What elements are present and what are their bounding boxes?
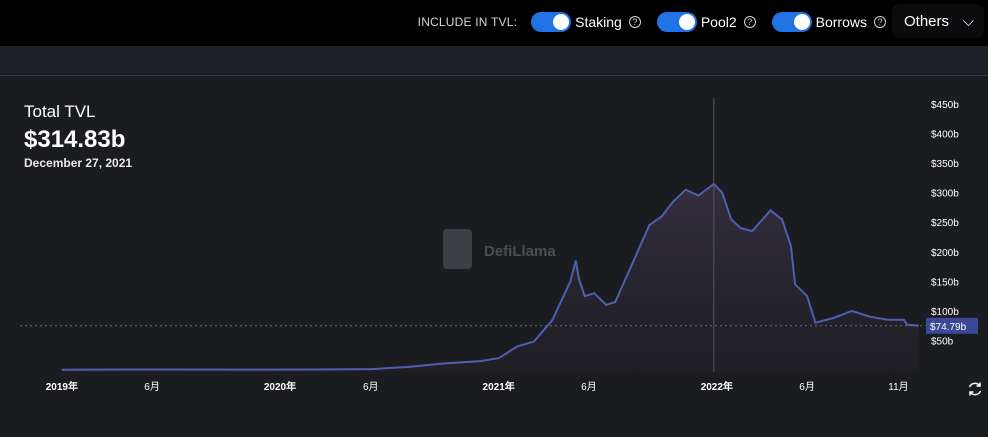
y-tick-label: $100b <box>931 307 959 318</box>
x-tick-label: 6月 <box>581 381 597 393</box>
staking-toggle-group: Staking ? <box>531 12 641 32</box>
y-tick-label: $350b <box>931 159 959 170</box>
x-tick-label: 2022年 <box>701 380 733 393</box>
borrows-label: Borrows <box>815 14 867 30</box>
toggle-knob <box>678 14 695 30</box>
tvl-line <box>61 182 919 371</box>
llama-logo-icon <box>443 229 472 269</box>
refresh-icon[interactable] <box>966 380 984 398</box>
x-tick-label: 6月 <box>363 381 379 393</box>
chart-title: Total TVL <box>24 102 96 121</box>
y-tick-label: $150b <box>931 277 959 288</box>
pool2-label: Pool2 <box>700 14 737 30</box>
pool2-toggle[interactable] <box>656 12 697 32</box>
top-toolbar <box>0 0 988 46</box>
x-tick-label: 2020年 <box>264 380 296 393</box>
y-tick-label: $400b <box>931 130 959 141</box>
y-tick-label: $200b <box>931 248 959 259</box>
x-tick-label: 2021年 <box>483 380 515 393</box>
toggle-knob <box>793 14 810 30</box>
watermark: DefiLlama <box>443 229 556 269</box>
toggle-knob <box>553 14 570 30</box>
badge-background <box>926 317 978 334</box>
pool2-help-icon[interactable]: ? <box>743 16 756 28</box>
staking-help-icon[interactable]: ? <box>628 16 641 28</box>
y-tick-label: $50b <box>931 336 954 347</box>
x-tick-label: 6月 <box>144 381 160 393</box>
pool2-toggle-group: Pool2 ? <box>656 12 756 32</box>
others-label: Others <box>904 12 950 30</box>
tvl-value: $314.83b <box>24 126 126 153</box>
x-tick-label: 11月 <box>888 381 908 393</box>
y-axis: $50b $100b $150b $200b $250b $300b $350b $400b $… <box>931 100 959 347</box>
x-axis: 2019年 6月 2020年 6月 2021年 6月 2022年 6月 11月 <box>46 380 909 393</box>
borrows-toggle-group: Borrows ? <box>771 12 886 32</box>
staking-label: Staking <box>575 14 622 30</box>
current-value-badge: $74.79b <box>926 317 978 334</box>
sub-toolbar <box>0 46 988 76</box>
staking-toggle[interactable] <box>531 12 572 32</box>
y-tick-label: $450b <box>931 100 959 111</box>
y-tick-label: $300b <box>931 189 959 200</box>
chart-panel <box>0 76 988 437</box>
watermark-text: DefiLlama <box>484 243 556 260</box>
tvl-chart[interactable]: DefiLlama $50b$100b$150b$200b$250b$300b$… <box>0 76 988 416</box>
include-in-tvl-controls: INCLUDE IN TVL: Staking ? Pool2 ? Borrow… <box>418 9 892 35</box>
y-tick-label: $250b <box>931 218 959 229</box>
chevron-down-icon: ⌵ <box>962 12 974 30</box>
include-in-tvl-label: INCLUDE IN TVL: <box>417 15 518 29</box>
x-tick-label: 2019年 <box>46 380 78 393</box>
tvl-date: December 27, 2021 <box>24 156 133 170</box>
tvl-area <box>61 183 919 372</box>
others-dropdown[interactable]: Others ⌵ <box>892 4 984 38</box>
borrows-help-icon[interactable]: ? <box>874 16 886 28</box>
borrows-toggle[interactable] <box>771 12 812 32</box>
x-tick-label: 6月 <box>799 381 815 393</box>
current-value-label: $74.79b <box>930 322 967 333</box>
